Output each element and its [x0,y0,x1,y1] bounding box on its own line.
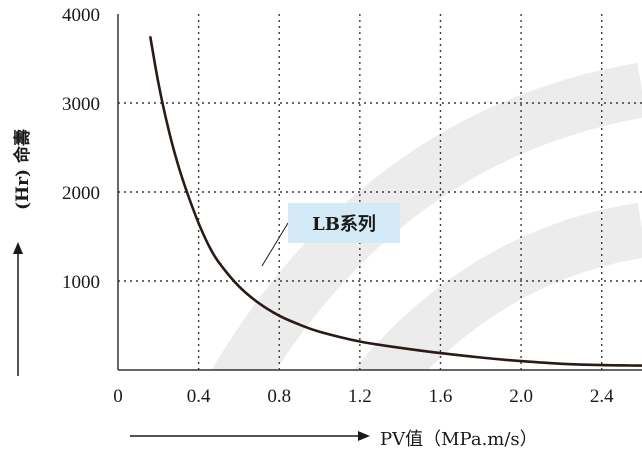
x-tick-label: 0.4 [187,386,211,407]
x-tick-label: 0 [113,386,123,407]
y-axis-label: (Hr) 命壽 [13,128,33,210]
x-axis-arrow-head [358,431,370,441]
x-tick-labels: 0 0.4 0.8 1.2 1.6 2.0 2.4 [113,386,614,407]
y-axis-label-container: (Hr) 命壽 [0,80,34,380]
y-tick-label: 2000 [62,183,100,204]
series-line-lb [148,36,642,367]
y-tick-labels: 4000 3000 2000 1000 [62,5,100,293]
background-watermark [211,62,642,370]
series-annotation-label: LB系列 [288,203,400,243]
callout-leader-line [261,222,289,267]
x-tick-label: 2.4 [590,386,614,407]
x-tick-label: 2.0 [509,386,533,407]
y-tick-label: 4000 [62,5,100,26]
y-axis-arrow-head [13,242,23,254]
x-tick-label: 1.2 [348,386,372,407]
y-tick-label: 1000 [62,272,100,293]
x-tick-label: 1.6 [429,386,453,407]
x-tick-label: 0.8 [267,386,291,407]
y-tick-label: 3000 [62,94,100,115]
x-axis-label: PV值（MPa.m/s） [380,429,538,450]
